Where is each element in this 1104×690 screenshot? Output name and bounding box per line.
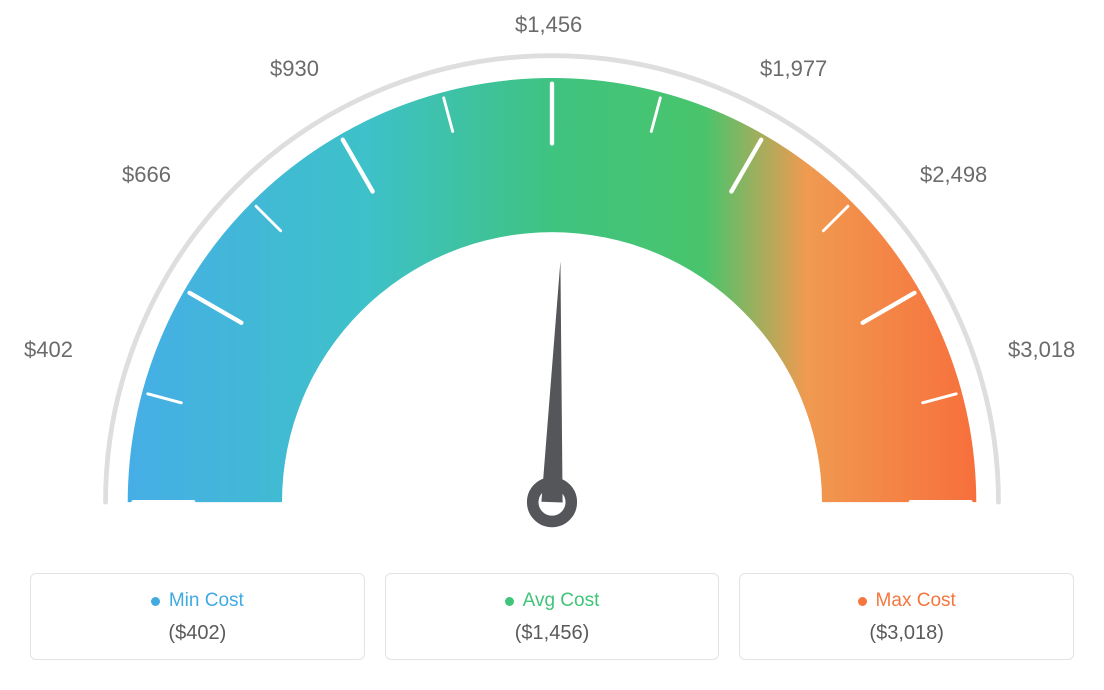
gauge-tick-label: $666 (122, 162, 171, 188)
gauge-tick-label: $3,018 (1008, 337, 1075, 363)
gauge-svg (52, 20, 1052, 560)
legend-min: Min Cost ($402) (30, 573, 365, 660)
gauge-chart-container: $402 $666 $930 $1,456 $1,977 $2,498 $3,018 Min… (0, 0, 1104, 690)
gauge-tick-label: $930 (270, 56, 319, 82)
legend-min-label: Min Cost (169, 590, 244, 612)
legend-avg: Avg Cost ($1,456) (385, 573, 720, 660)
legend: Min Cost ($402) Avg Cost ($1,456) Max Co… (30, 573, 1074, 660)
gauge-needle (541, 261, 562, 502)
gauge-tick-label: $2,498 (920, 162, 987, 188)
legend-max-value: ($3,018) (750, 622, 1063, 645)
legend-dot-max (858, 597, 867, 606)
legend-max-label: Max Cost (876, 590, 956, 612)
gauge-tick-label: $1,977 (760, 56, 827, 82)
legend-dot-avg (505, 597, 514, 606)
legend-min-value: ($402) (41, 622, 354, 645)
legend-max: Max Cost ($3,018) (739, 573, 1074, 660)
gauge-area: $402 $666 $930 $1,456 $1,977 $2,498 $3,018 (0, 0, 1104, 560)
legend-dot-min (151, 597, 160, 606)
legend-avg-label: Avg Cost (523, 590, 600, 612)
gauge-tick-label: $1,456 (515, 12, 582, 38)
gauge-needle-hub (533, 483, 572, 522)
legend-avg-value: ($1,456) (396, 622, 709, 645)
gauge-tick-label: $402 (24, 337, 73, 363)
